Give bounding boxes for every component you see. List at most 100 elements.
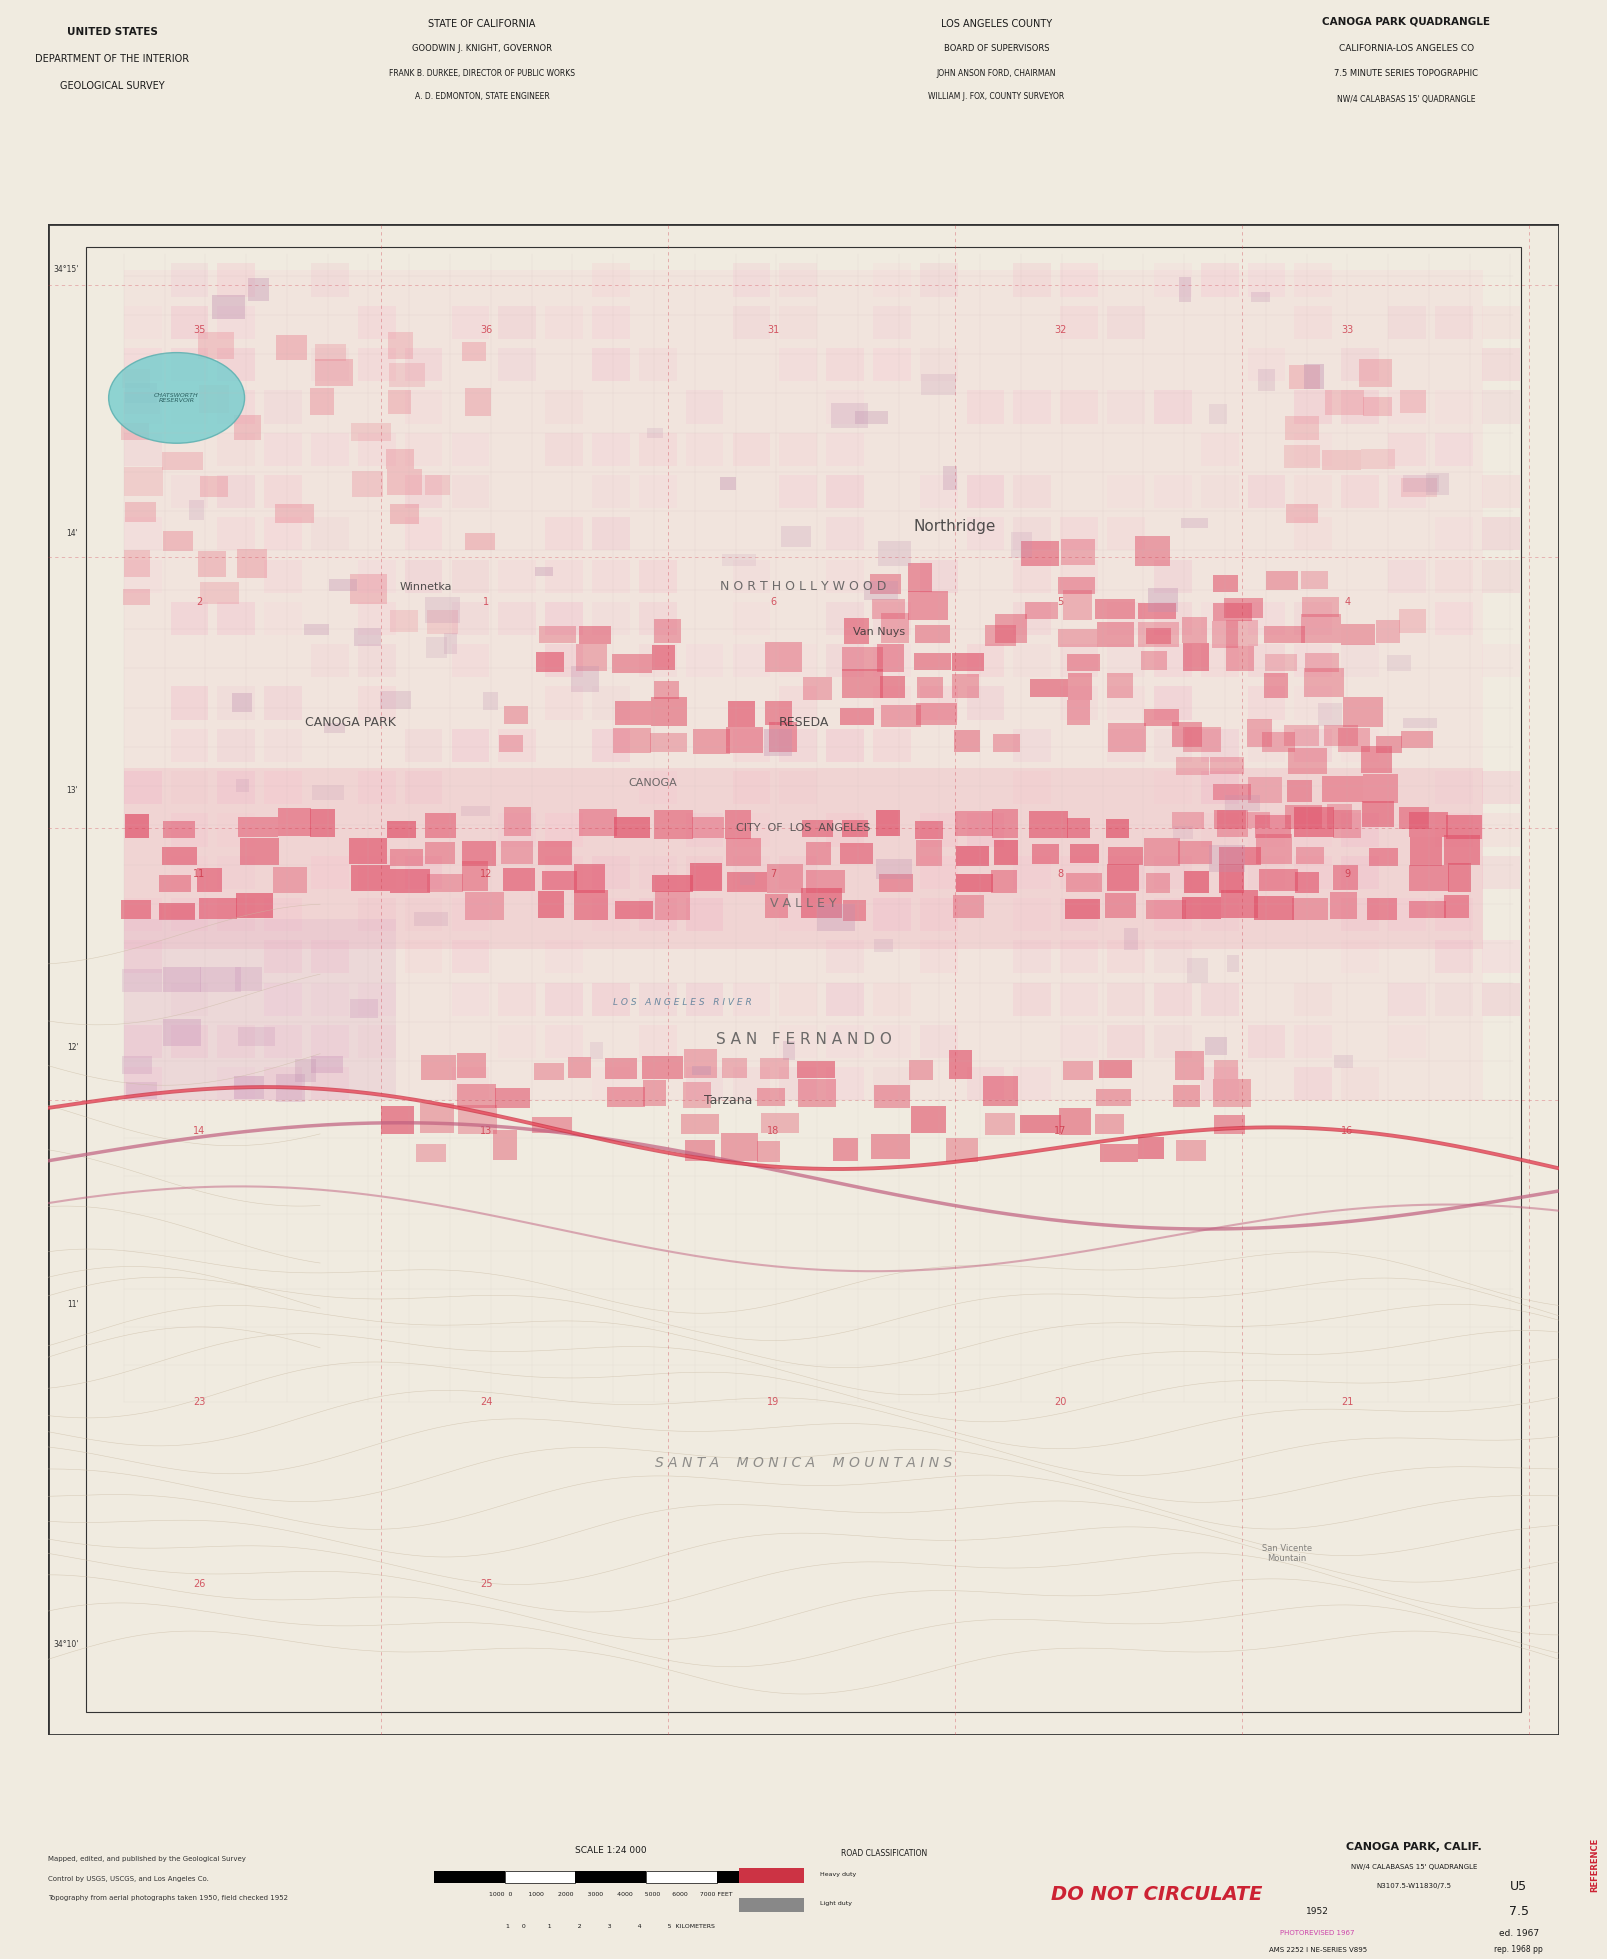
Bar — [1323, 776, 1363, 801]
Bar — [1070, 844, 1099, 864]
Bar — [1188, 958, 1208, 983]
Bar — [615, 701, 651, 725]
Bar — [124, 560, 162, 594]
Text: Heavy duty: Heavy duty — [820, 1873, 857, 1877]
Bar — [452, 897, 489, 931]
Bar — [264, 1025, 302, 1058]
Bar — [236, 780, 249, 791]
Bar — [1067, 674, 1091, 699]
Bar — [170, 474, 209, 507]
Bar — [545, 856, 583, 889]
Bar — [1247, 645, 1286, 678]
Bar — [391, 609, 418, 633]
Bar — [1181, 517, 1208, 527]
Bar — [1107, 306, 1144, 339]
Bar — [1482, 856, 1520, 889]
Bar — [1482, 390, 1520, 423]
Bar — [1376, 737, 1403, 752]
Bar — [1295, 1068, 1332, 1101]
Bar — [800, 889, 842, 919]
Text: CALIFORNIA-LOS ANGELES CO: CALIFORNIA-LOS ANGELES CO — [1339, 43, 1474, 53]
Bar — [818, 903, 855, 931]
Text: 11: 11 — [193, 868, 206, 880]
Bar — [264, 560, 302, 594]
Bar — [591, 1068, 630, 1101]
Bar — [538, 627, 575, 643]
Bar — [358, 856, 395, 889]
Bar — [405, 517, 442, 550]
Bar — [1334, 866, 1358, 891]
Bar — [1342, 856, 1379, 889]
Bar — [124, 550, 149, 578]
Bar — [1302, 613, 1342, 643]
Bar — [1482, 983, 1520, 1017]
Bar — [879, 541, 911, 566]
Bar — [693, 729, 730, 754]
Bar — [873, 263, 911, 296]
Bar — [1057, 576, 1096, 594]
Bar — [733, 433, 770, 466]
Bar — [315, 358, 354, 386]
Bar — [310, 388, 334, 415]
Bar — [911, 1107, 947, 1132]
Bar — [1107, 601, 1144, 635]
Bar — [1342, 349, 1379, 382]
Bar — [1289, 748, 1327, 774]
Bar — [1061, 560, 1098, 594]
Bar — [1154, 645, 1192, 678]
Text: Light duty: Light duty — [820, 1902, 852, 1906]
Bar — [273, 868, 307, 893]
Text: FRANK B. DURKEE, DIRECTOR OF PUBLIC WORKS: FRANK B. DURKEE, DIRECTOR OF PUBLIC WORK… — [389, 69, 575, 78]
Bar — [264, 474, 302, 507]
Bar — [452, 645, 489, 678]
Bar — [1263, 674, 1287, 697]
Bar — [1403, 476, 1440, 492]
Bar — [1223, 597, 1263, 617]
Bar — [1208, 844, 1245, 872]
Bar — [874, 1085, 910, 1107]
Bar — [919, 813, 958, 846]
Bar — [350, 999, 378, 1019]
Bar — [1295, 729, 1332, 762]
Text: Topography from aerial photographs taken 1950, field checked 1952: Topography from aerial photographs taken… — [48, 1894, 288, 1900]
Bar — [579, 809, 617, 836]
Bar — [1183, 727, 1221, 752]
Bar — [1398, 807, 1430, 829]
Bar — [722, 554, 755, 566]
Bar — [1030, 678, 1069, 697]
Bar — [456, 1085, 497, 1107]
Bar — [1334, 809, 1361, 838]
Bar — [779, 263, 816, 296]
Text: 12': 12' — [67, 1042, 79, 1052]
Bar — [464, 891, 505, 921]
Bar — [235, 966, 262, 991]
Bar — [1176, 1140, 1205, 1160]
Bar — [312, 263, 349, 296]
Bar — [1295, 474, 1332, 507]
Bar — [498, 349, 537, 382]
Bar — [452, 940, 489, 974]
Bar — [170, 686, 209, 719]
Text: GOODWIN J. KNIGHT, GOVERNOR: GOODWIN J. KNIGHT, GOVERNOR — [411, 43, 553, 53]
Bar — [427, 609, 458, 633]
Bar — [464, 388, 492, 415]
Bar — [1014, 645, 1051, 678]
Text: 26: 26 — [193, 1579, 206, 1589]
Bar — [590, 1042, 603, 1058]
Bar — [217, 349, 256, 382]
Bar — [681, 1115, 720, 1134]
Bar — [765, 643, 802, 672]
Bar — [1200, 263, 1239, 296]
Text: 24: 24 — [480, 1397, 492, 1407]
Bar — [162, 846, 198, 866]
Bar — [405, 897, 442, 931]
Bar — [198, 550, 227, 578]
Bar — [1329, 891, 1358, 919]
Bar — [1200, 601, 1239, 635]
Bar — [591, 433, 630, 466]
Bar — [405, 856, 442, 889]
Bar — [217, 433, 256, 466]
Bar — [1014, 390, 1051, 423]
Bar — [1173, 827, 1192, 838]
Bar — [967, 645, 1004, 678]
